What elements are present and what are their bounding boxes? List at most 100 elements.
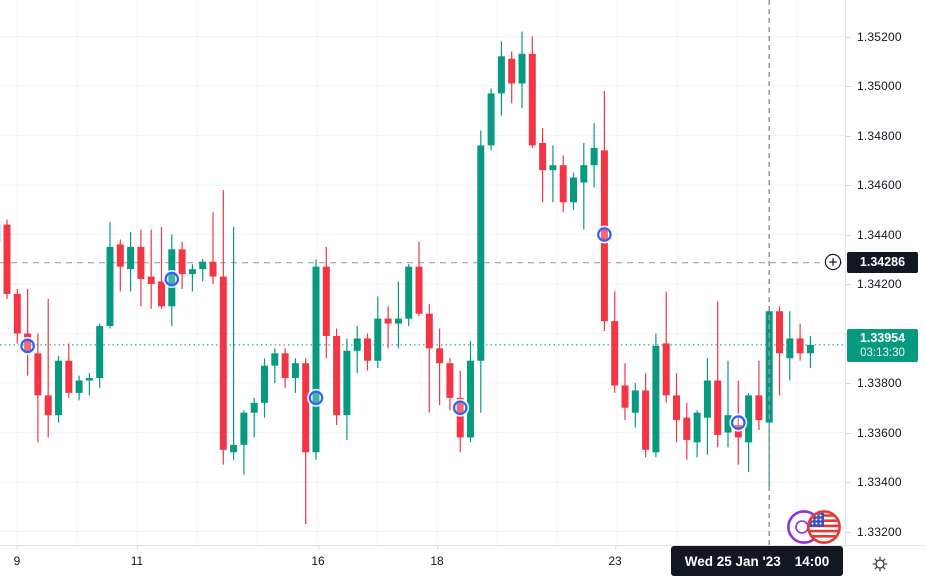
candle-up [312, 259, 320, 460]
time-tick-label: 9 [14, 546, 20, 568]
candle-down [322, 246, 330, 359]
price-tick-label: 1.35000 [846, 79, 925, 93]
plus-circle-icon[interactable] [824, 253, 842, 271]
candle-down [24, 288, 32, 376]
candle-down [219, 189, 227, 465]
candle-up [55, 355, 62, 423]
candle-down [178, 241, 186, 289]
crosshair-time-badge: Wed 25 Jan '23 14:00 [671, 546, 843, 576]
candle-down [528, 36, 536, 148]
candle-up [374, 296, 382, 369]
alert-price-badge[interactable]: 1.34286 [847, 252, 918, 273]
chart-canvas[interactable] [0, 0, 845, 545]
candle-down [302, 358, 310, 525]
time-tick-label: 18 [430, 546, 444, 568]
candle-up [291, 358, 299, 393]
price-tick-label: 1.34200 [846, 277, 925, 291]
candle-down [673, 373, 680, 443]
flag-pair-logo [786, 508, 846, 546]
crosshair-date: Wed 25 Jan '23 [684, 553, 781, 569]
candle-up [487, 88, 495, 151]
candle-down [44, 298, 52, 438]
candle-down [683, 402, 691, 460]
candle-down [65, 343, 73, 398]
candle-up [477, 130, 485, 413]
bar-countdown: 03:13:30 [860, 347, 905, 359]
candle-down [662, 291, 670, 403]
candle-up [549, 145, 557, 203]
candle-up [353, 326, 361, 374]
time-tick-label: 23 [608, 546, 622, 568]
candle-down [415, 241, 423, 317]
candle-up [631, 383, 639, 428]
candle-up [518, 31, 526, 109]
candle-up [240, 410, 248, 475]
candle-down [559, 155, 567, 213]
candle-down [384, 306, 392, 349]
price-tick-label: 1.35200 [846, 30, 925, 44]
candle-up [106, 222, 114, 329]
price-tick-label: 1.34600 [846, 178, 925, 192]
price-tick-label: 1.34800 [846, 129, 925, 143]
candle-down [147, 229, 155, 309]
candle-up [168, 234, 176, 327]
candle-up [343, 338, 351, 440]
price-tick-label: 1.34400 [846, 228, 925, 242]
candle-up [199, 259, 207, 282]
candle-down [446, 358, 454, 411]
candle-up [127, 232, 135, 292]
candle-down [3, 219, 11, 299]
plus-circle-glyph [824, 253, 842, 271]
candle-up [806, 335, 814, 369]
time-tick-label: 11 [131, 546, 143, 568]
candle-down [209, 212, 217, 284]
candle-down [364, 333, 371, 371]
candle-up [703, 358, 711, 455]
flag-pair-glyph [787, 510, 841, 544]
candle-down [34, 333, 42, 443]
candle-down [158, 227, 165, 309]
candle-up [467, 340, 474, 443]
candle-down [13, 288, 21, 344]
candle-up [230, 227, 238, 460]
candle-up [570, 172, 577, 210]
candle-up [693, 410, 701, 458]
order-marker[interactable] [451, 398, 470, 417]
candle-down [539, 128, 547, 203]
price-tick-label: 1.33200 [846, 525, 925, 539]
candle-down [611, 291, 619, 393]
candle-down [425, 303, 433, 413]
order-marker[interactable] [18, 336, 37, 355]
candle-down [600, 90, 608, 332]
price-tick-label: 1.33400 [846, 475, 925, 489]
order-marker[interactable] [595, 225, 614, 244]
price-tick-label: 1.33600 [846, 426, 925, 440]
crosshair-time: 14:00 [794, 553, 830, 569]
candle-up [250, 397, 258, 438]
order-marker[interactable] [307, 388, 325, 407]
candle-up [786, 311, 794, 381]
candle-up [580, 142, 588, 230]
candle-up [652, 333, 660, 458]
order-marker[interactable] [729, 413, 748, 432]
candle-down [436, 328, 444, 406]
candle-down [116, 239, 124, 292]
candle-down [642, 373, 650, 458]
candle-up [724, 360, 732, 448]
candle-up [745, 392, 753, 473]
candle-up [590, 123, 598, 188]
candle-up [261, 358, 268, 418]
candle-up [271, 348, 279, 383]
current-price-value: 1.33954 [859, 331, 906, 345]
candle-down [755, 360, 763, 431]
candle-up [188, 264, 196, 292]
candle-down [776, 306, 783, 396]
gear-glyph [872, 556, 888, 572]
gear-icon[interactable] [866, 550, 894, 578]
candle-down [456, 370, 464, 453]
candle-down [333, 328, 341, 426]
candle-down [137, 229, 145, 307]
candle-up [405, 264, 413, 327]
order-marker[interactable] [162, 270, 181, 289]
